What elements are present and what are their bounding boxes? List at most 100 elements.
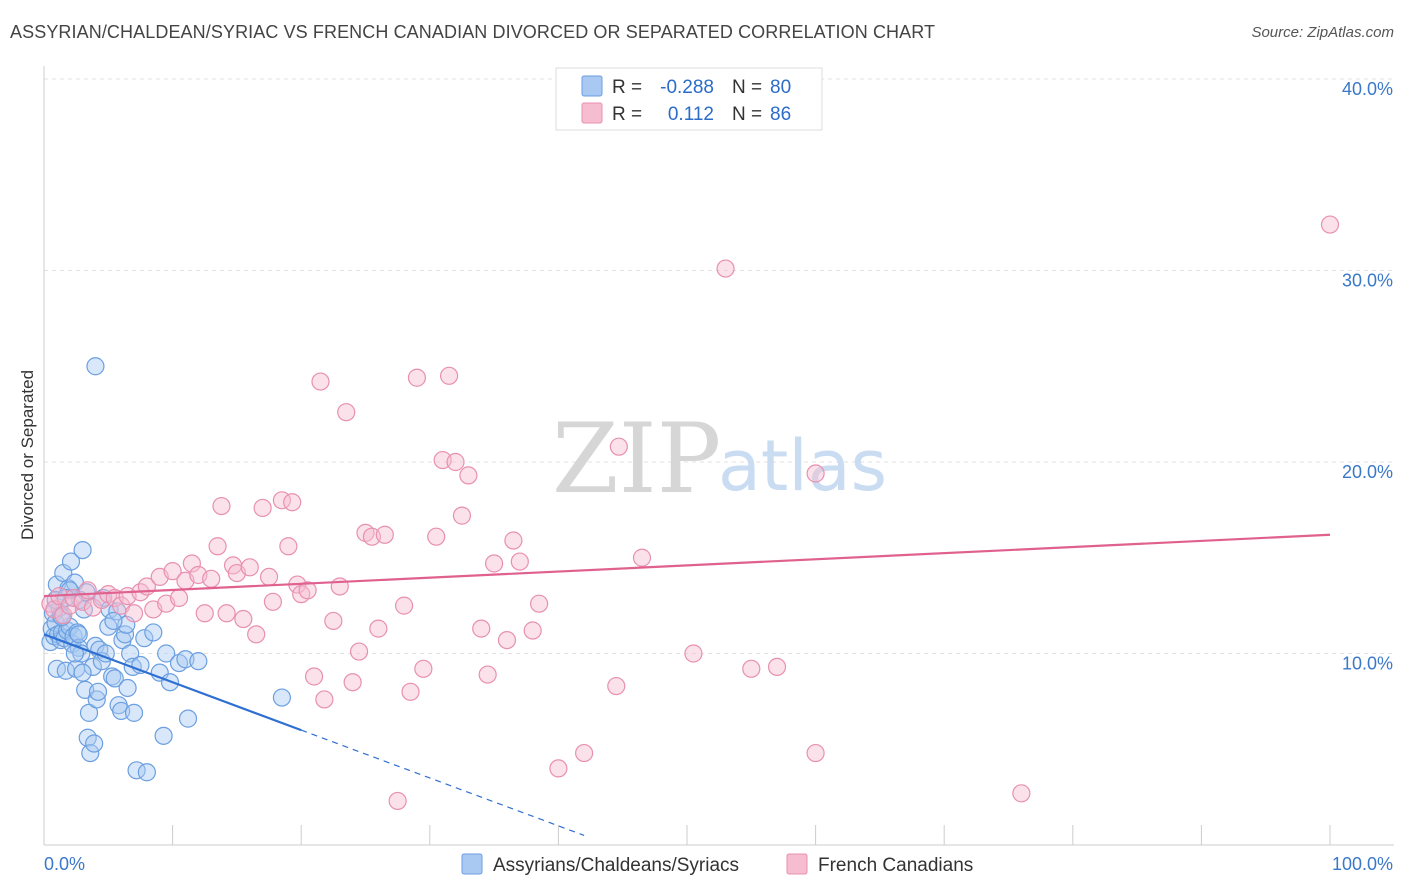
point-french-canadian xyxy=(1012,784,1031,803)
point-french-canadian xyxy=(530,594,549,613)
point-french-canadian xyxy=(510,552,529,571)
point-assyrian xyxy=(79,703,99,722)
y-tick-label: 10.0% xyxy=(1342,654,1393,674)
y-tick-label: 30.0% xyxy=(1342,271,1393,291)
point-french-canadian xyxy=(478,665,497,684)
point-french-canadian xyxy=(182,554,201,573)
point-french-canadian xyxy=(169,588,189,608)
point-french-canadian xyxy=(523,621,542,640)
point-french-canadian xyxy=(324,611,343,631)
point-french-canadian xyxy=(632,548,652,567)
point-assyrian xyxy=(73,540,92,560)
point-french-canadian xyxy=(716,259,735,278)
y-tick-labels: 10.0% 20.0% 30.0% 40.0% xyxy=(1342,79,1393,674)
trend-line-assyrian-extension xyxy=(300,729,585,836)
point-french-canadian xyxy=(45,600,64,619)
point-french-canadian xyxy=(202,569,221,588)
point-assyrian xyxy=(47,659,66,678)
source-label: Source: ZipAtlas.com xyxy=(1251,24,1394,41)
legend-swatch-assyrian xyxy=(581,75,603,97)
point-french-canadian xyxy=(388,791,407,811)
point-assyrian xyxy=(154,726,173,745)
legend: R = -0.288 N = 80 R = 0.112 N = 86 xyxy=(555,67,823,131)
bottom-legend-label-assyrian: Assyrians/Chaldeans/Syriacs xyxy=(493,855,739,876)
point-french-canadian xyxy=(217,604,236,623)
point-assyrian xyxy=(83,657,102,677)
point-assyrian xyxy=(135,629,154,648)
axes xyxy=(43,66,1394,846)
x-tick-label: 0.0% xyxy=(44,854,85,874)
trend-lines xyxy=(43,533,1331,836)
point-french-canadian xyxy=(259,567,279,587)
point-assyrian xyxy=(69,625,88,644)
point-french-canadian xyxy=(414,659,433,678)
x-tick-labels: 0.0% 100.0% xyxy=(44,854,1393,874)
point-french-canadian xyxy=(609,437,628,456)
point-french-canadian xyxy=(401,682,420,701)
point-assyrian xyxy=(61,552,81,571)
point-french-canadian xyxy=(253,498,272,518)
point-assyrian xyxy=(157,644,176,663)
point-french-canadian xyxy=(330,577,349,596)
point-french-canadian xyxy=(549,759,568,778)
point-french-canadian xyxy=(195,604,214,623)
point-french-canadian xyxy=(349,642,369,661)
point-assyrian xyxy=(87,690,106,709)
point-french-canadian xyxy=(607,676,626,696)
point-assyrian xyxy=(103,667,122,686)
point-french-canadian xyxy=(459,466,478,485)
point-french-canadian xyxy=(504,531,523,550)
point-french-canadian xyxy=(452,506,472,525)
point-assyrian xyxy=(81,743,100,763)
bottom-legend-swatch-french-canadian xyxy=(786,853,808,875)
data-points xyxy=(41,215,1340,811)
point-french-canadian xyxy=(163,562,182,581)
trend-line-french-canadian xyxy=(43,533,1331,598)
point-assyrian xyxy=(178,709,198,728)
point-french-canadian xyxy=(684,644,703,663)
point-french-canadian xyxy=(1320,215,1340,234)
point-french-canadian xyxy=(304,667,324,686)
point-french-canadian xyxy=(407,368,427,387)
point-french-canadian xyxy=(54,606,73,625)
legend-swatch-french-canadian xyxy=(581,102,603,124)
point-french-canadian xyxy=(124,604,144,623)
point-french-canadian xyxy=(212,496,231,516)
point-french-canadian xyxy=(742,659,761,678)
trend-line-assyrian xyxy=(43,633,302,732)
point-french-canadian xyxy=(394,596,414,615)
point-assyrian xyxy=(104,611,123,631)
chart-title: ASSYRIAN/CHALDEAN/SYRIAC VS FRENCH CANAD… xyxy=(10,22,936,42)
point-french-canadian xyxy=(234,609,253,629)
x-tick-label: 100.0% xyxy=(1332,854,1393,874)
point-assyrian xyxy=(118,678,137,698)
point-french-canadian xyxy=(485,554,504,573)
point-assyrian xyxy=(115,625,135,644)
point-assyrian xyxy=(85,734,104,753)
legend-r-label-1: R = xyxy=(612,77,642,98)
legend-r-value-2: 0.112 xyxy=(668,104,714,125)
point-french-canadian xyxy=(575,743,594,763)
bottom-legend-label-french-canadian: French Canadians xyxy=(818,855,973,876)
y-axis-label: Divorced or Separated xyxy=(18,370,37,540)
point-assyrian xyxy=(86,357,105,376)
point-assyrian xyxy=(88,682,108,701)
legend-n-value-1: 80 xyxy=(770,77,791,98)
point-assyrian xyxy=(189,652,208,671)
point-assyrian xyxy=(74,600,93,619)
point-french-canadian xyxy=(369,619,388,638)
point-french-canadian xyxy=(375,525,394,544)
point-french-canadian xyxy=(311,372,330,391)
point-french-canadian xyxy=(247,625,266,644)
legend-n-label-2: N = xyxy=(732,104,762,125)
point-french-canadian xyxy=(472,619,491,638)
point-assyrian xyxy=(272,688,292,707)
legend-n-value-2: 86 xyxy=(770,104,791,125)
bottom-legend: Assyrians/Chaldeans/Syriacs French Canad… xyxy=(461,853,973,876)
point-french-canadian xyxy=(298,581,317,600)
watermark-zip: ZIP xyxy=(552,403,721,515)
point-french-canadian xyxy=(806,464,825,483)
legend-r-value-1: -0.288 xyxy=(660,77,714,98)
point-french-canadian xyxy=(343,673,362,692)
